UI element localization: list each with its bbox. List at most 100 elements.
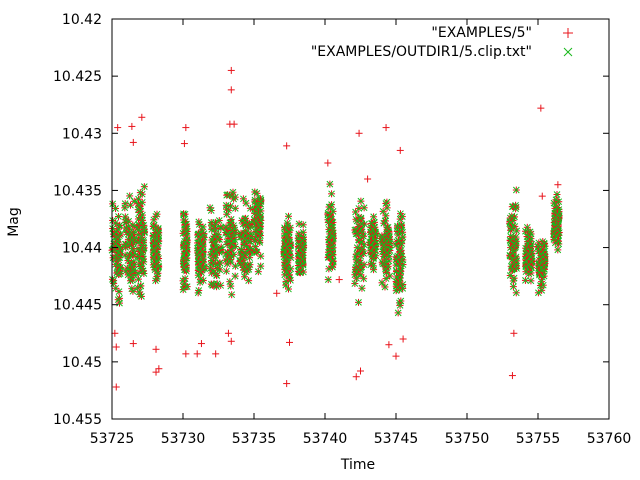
data-point-green [368, 220, 375, 227]
data-point-green [179, 286, 187, 293]
data-point-green [281, 224, 288, 232]
data-point-green [183, 247, 190, 255]
data-point-red [152, 345, 160, 353]
data-point-green [396, 299, 403, 307]
data-point-green [126, 192, 134, 200]
data-point-green [257, 262, 265, 270]
data-point-green [506, 251, 514, 259]
data-point-green [182, 254, 190, 262]
y-tick-label: 10.42 [62, 12, 102, 28]
data-point-green [351, 280, 359, 287]
data-point-red [286, 338, 293, 346]
x-tick-label: 53755 [516, 431, 561, 447]
data-point-green [206, 204, 214, 212]
data-point-red [382, 124, 390, 132]
data-point-green [180, 242, 188, 249]
data-point-green [512, 289, 520, 297]
data-point-green [136, 189, 144, 196]
data-point-green [527, 277, 535, 285]
data-point-green [399, 285, 407, 292]
data-point-green [241, 235, 249, 243]
data-point-green [110, 230, 117, 238]
x-tick-label: 53730 [161, 431, 206, 447]
data-point-green [351, 271, 359, 279]
data-point-green [522, 277, 529, 284]
data-point-red [273, 289, 281, 297]
data-point-green [152, 277, 159, 285]
data-point-green [117, 264, 124, 271]
data-point-green [217, 282, 225, 289]
data-point-red [129, 138, 137, 146]
data-point-green [255, 211, 262, 219]
data-point-red [112, 343, 120, 351]
data-point-green [240, 253, 248, 261]
data-point-green [137, 263, 144, 270]
data-point-green [329, 251, 336, 259]
data-point-green [112, 284, 120, 292]
data-point-green [357, 197, 365, 205]
data-point-green [325, 219, 332, 226]
x-axis-label: Time [340, 457, 375, 473]
data-point-green [324, 276, 332, 283]
data-point-green [139, 242, 146, 249]
data-point-green [371, 237, 379, 244]
data-point-green [550, 199, 558, 207]
data-point-red [224, 329, 232, 337]
y-tick-label: 10.445 [53, 298, 102, 314]
data-point-red [283, 142, 291, 150]
data-point-green [139, 267, 147, 275]
data-point-red [399, 335, 407, 343]
data-point-green [370, 243, 378, 251]
data-point-green [394, 284, 401, 291]
data-point-green [183, 283, 191, 290]
y-tick-label: 10.435 [53, 183, 102, 199]
data-point-green [126, 228, 134, 236]
data-point-green [507, 244, 514, 252]
data-point-green [151, 260, 158, 268]
data-point-green [109, 200, 117, 208]
data-point-green [378, 233, 386, 241]
legend-label-2: "EXAMPLES/OUTDIR1/5.clip.txt" [311, 44, 532, 60]
data-point-green [299, 221, 307, 229]
data-point-green [199, 277, 207, 284]
data-point-green [285, 285, 292, 293]
data-point-green [112, 205, 119, 212]
data-point-red [227, 86, 235, 94]
data-point-green [538, 278, 545, 285]
data-point-red [180, 140, 188, 148]
data-point-green [354, 266, 362, 273]
x-tick-label: 53725 [90, 431, 135, 447]
x-tick-label: 53745 [374, 431, 419, 447]
data-point-green [155, 237, 163, 245]
data-point-green [183, 237, 191, 244]
data-point-green [180, 210, 187, 218]
data-point-green [195, 287, 203, 294]
data-point-green [135, 275, 142, 283]
data-point-green [194, 258, 202, 265]
data-point-green [138, 234, 145, 241]
data-point-red [193, 350, 201, 358]
data-point-red [510, 329, 518, 337]
data-point-green [199, 242, 207, 250]
data-point-green [353, 256, 361, 264]
data-point-green [182, 220, 189, 228]
data-point-green [212, 270, 219, 278]
data-point-red [138, 113, 146, 121]
data-point-red [396, 146, 404, 154]
data-point-green [553, 204, 561, 211]
data-point-green [281, 262, 289, 270]
data-point-green [326, 180, 334, 188]
data-point-green [242, 199, 250, 207]
data-point-red [155, 365, 163, 373]
data-point-red [128, 122, 136, 130]
data-point-green [540, 239, 548, 247]
data-point-green [137, 207, 145, 215]
data-point-red [152, 368, 160, 376]
data-point-green [393, 255, 400, 263]
data-point-red [357, 367, 364, 375]
legend-marker-cross-icon [563, 47, 573, 57]
data-point-green [183, 228, 190, 235]
data-point-green [122, 267, 130, 275]
data-point-green [398, 221, 405, 229]
